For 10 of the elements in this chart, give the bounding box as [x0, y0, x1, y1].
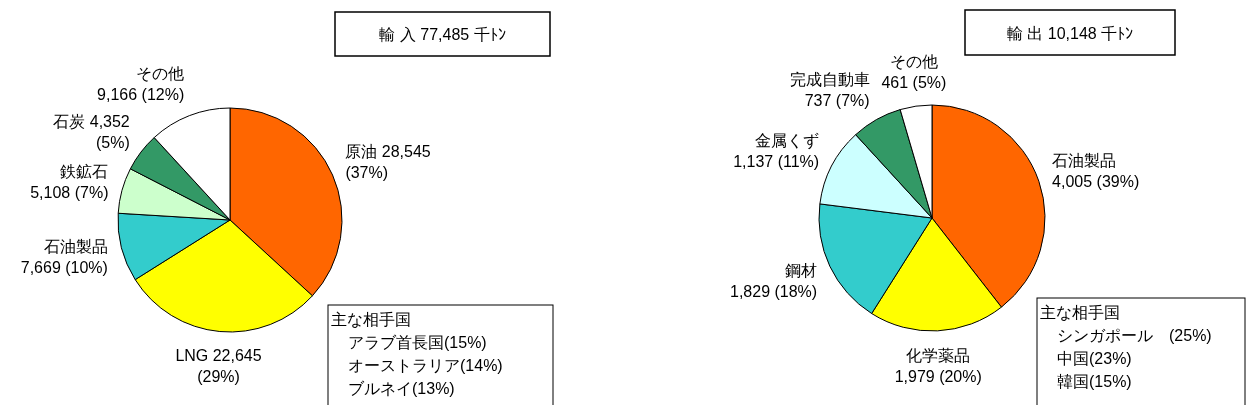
title: 輸 出 10,148 千ﾄﾝ — [1006, 24, 1134, 42]
annotation: 主な相手国 — [331, 311, 411, 328]
annotation: 主な相手国 — [1040, 304, 1120, 321]
annotation: オーストラリア(14%) — [348, 357, 503, 374]
annotation: シンガポール (25%) — [1057, 327, 1212, 344]
annotation: ブルネイ(13%) — [348, 380, 455, 397]
annotation: 中国(23%) — [1057, 350, 1132, 367]
annotation: 韓国(15%) — [1057, 373, 1132, 390]
annotation: アラブ首長国(15%) — [348, 334, 487, 351]
title: 輸 入 77,485 千ﾄﾝ — [379, 26, 506, 43]
